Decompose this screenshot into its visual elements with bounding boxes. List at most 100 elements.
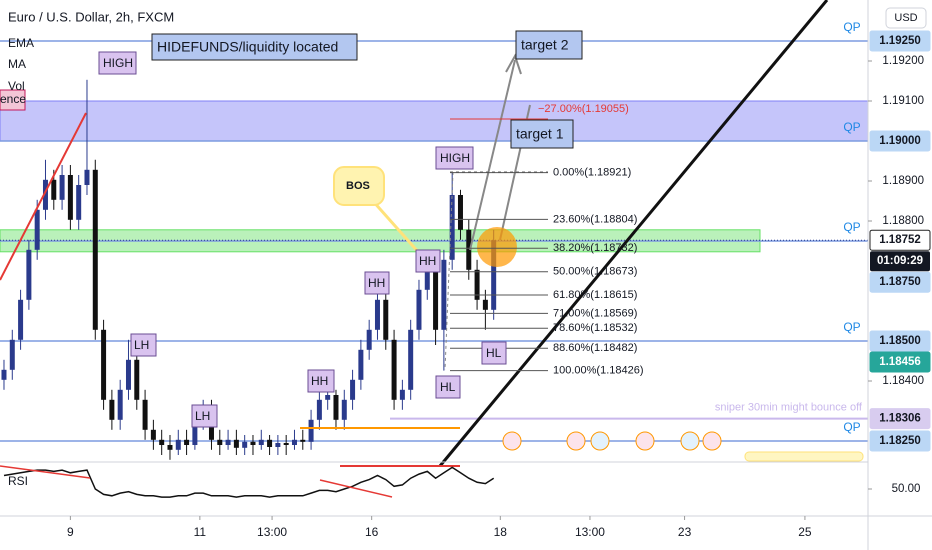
annotation: HIDEFUNDS/liquidity located (157, 39, 338, 55)
price-badge-label: 1.18306 (879, 413, 921, 425)
candle-body (18, 299, 24, 340)
fib-label: 71.00%(1.18569) (553, 307, 637, 319)
candle-body (59, 175, 65, 200)
price-badge-label: 1.19000 (879, 135, 921, 147)
level-label: QP (843, 420, 860, 434)
fib-label: 78.60%(1.18532) (553, 322, 637, 334)
tag: ence (0, 92, 26, 106)
tag-box (307, 369, 335, 393)
tag: HH (419, 254, 436, 268)
candle-body (250, 441, 256, 445)
zone (0, 100, 869, 142)
candle-body (482, 299, 488, 310)
price-badge-label: 1.19250 (879, 35, 921, 47)
annotation-box (151, 33, 358, 61)
price-badge-label: 1.18750 (879, 276, 921, 288)
candle-body (358, 349, 364, 380)
tag-box (0, 89, 26, 111)
rsi-trend (0, 465, 91, 479)
annotation: target 1 (516, 126, 564, 142)
x-tick-label: 11 (194, 525, 207, 539)
candle-body (42, 179, 48, 210)
price-badge (869, 351, 931, 373)
indicator: MA (8, 57, 26, 71)
x-tick-label: 18 (494, 525, 508, 539)
price-badge (869, 130, 931, 152)
candle-body (159, 439, 165, 445)
y-tick-label: 1.19200 (882, 55, 924, 67)
candle-body (175, 439, 181, 450)
candle-body (474, 269, 480, 300)
level-label: QP (843, 320, 860, 334)
candle-body (258, 439, 264, 445)
candle-body (283, 443, 289, 445)
candle-body (217, 439, 223, 445)
price-badge-label: 1.18752 (879, 234, 921, 246)
candle-body (316, 399, 322, 420)
y-tick-label: 1.18400 (882, 375, 924, 387)
tag: HH (368, 276, 385, 290)
tag-box (435, 375, 461, 399)
candle-body (233, 439, 239, 448)
tag: HL (486, 346, 502, 360)
tag-box (130, 333, 157, 357)
candle-body (350, 379, 356, 400)
candle-body (408, 329, 414, 390)
highlight-circle (477, 227, 517, 267)
annotation: BOS (346, 180, 370, 192)
tag-box (435, 146, 474, 170)
price-badge-label: 1.18500 (879, 335, 921, 347)
currency[interactable]: USD (894, 12, 917, 24)
y-tick-label: 1.18800 (882, 215, 924, 227)
candle-body (308, 419, 314, 442)
event-band (744, 451, 864, 462)
event-icon (502, 431, 522, 451)
candle-body (76, 185, 82, 220)
arrow-line (469, 59, 516, 251)
price-badge (869, 330, 931, 352)
candle-body (51, 179, 57, 200)
candle-body (125, 359, 131, 390)
fib-label: 38.20%(1.18732) (553, 242, 637, 254)
fib-label: 0.00%(1.18921) (553, 167, 631, 179)
trend-line (0, 112, 87, 281)
candle-body (242, 441, 248, 448)
candle-body (433, 259, 439, 330)
tag: LH (134, 338, 149, 352)
callout (333, 166, 385, 206)
fib-label: 23.60%(1.18804) (553, 213, 637, 225)
tag: HIGH (440, 151, 470, 165)
candle-body (67, 175, 73, 220)
candle-body (267, 439, 273, 447)
indicator: Vol (8, 79, 25, 93)
x-tick-label: 23 (678, 525, 692, 539)
candle-body (101, 329, 107, 400)
candle-body (491, 240, 497, 310)
candle-body (1, 369, 7, 380)
candle-body (192, 419, 198, 445)
currency-button[interactable] (885, 7, 927, 29)
event-icon (635, 431, 655, 451)
callout-pointer (370, 199, 422, 255)
candle-body (92, 169, 98, 330)
tag-box (191, 404, 218, 428)
rsi-label: RSI (8, 474, 28, 488)
chart-title: Euro / U.S. Dollar, 2h, FXCM (8, 9, 174, 24)
candle-body (325, 395, 331, 400)
fib-label: 100.00%(1.18426) (553, 365, 644, 377)
candle-body (333, 395, 339, 420)
drawings (0, 0, 864, 467)
candle-body (26, 249, 32, 300)
candle-body (142, 399, 148, 430)
tag-box (415, 249, 441, 273)
price-badge (869, 229, 931, 251)
x-tick-label: 13:00 (575, 525, 605, 539)
rsi-line (3, 466, 495, 498)
fib-label: 61.80%(1.18615) (553, 289, 637, 301)
sniper-label: sniper 30min might bounce off (715, 402, 863, 414)
candle-body (399, 389, 405, 400)
tag-box (481, 341, 507, 365)
arrow-head (505, 53, 522, 75)
